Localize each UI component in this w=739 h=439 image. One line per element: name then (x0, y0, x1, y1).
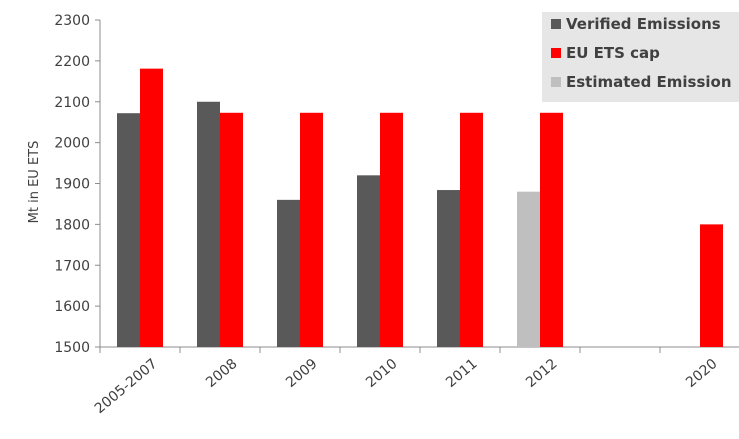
x-tick-label: 2009 (283, 356, 321, 391)
bar (437, 190, 460, 347)
y-tick-label: 1900 (54, 177, 90, 193)
x-tick-label: 2020 (683, 356, 721, 391)
y-axis-title: Mt in EU ETS (27, 141, 42, 224)
x-tick-label: 2008 (203, 356, 241, 391)
y-tick-label: 2100 (54, 95, 90, 111)
bars (117, 68, 723, 348)
bar (380, 112, 403, 347)
legend-swatch (551, 48, 561, 58)
x-tick-label: 2012 (523, 356, 561, 391)
legend-label: Verified Emissions (566, 15, 721, 33)
bar (197, 101, 220, 347)
legend-swatch (551, 77, 561, 87)
bar (517, 191, 540, 347)
x-tick-label: 2011 (443, 356, 481, 391)
y-tick-label: 2000 (54, 136, 90, 152)
bar (700, 224, 723, 347)
x-tick-label: 2005-2007 (92, 356, 161, 417)
bar (140, 68, 163, 348)
legend-swatch (551, 19, 561, 29)
bar (117, 113, 140, 347)
x-tick-label: 2010 (363, 356, 401, 391)
bar (300, 112, 323, 347)
bar (357, 175, 380, 347)
bar (540, 112, 563, 347)
legend-label: Estimated Emission (566, 73, 732, 91)
y-tick-label: 2200 (54, 54, 90, 70)
bar (220, 112, 243, 347)
legend-label: EU ETS cap (566, 44, 660, 62)
bar (277, 199, 300, 347)
y-tick-label: 1500 (54, 340, 90, 356)
legend: Verified Emissions EU ETS cap Estimated Em… (542, 12, 739, 102)
y-tick-label: 2300 (54, 13, 90, 29)
y-tick-label: 1800 (54, 217, 90, 233)
legend-box (542, 12, 739, 102)
y-tick-label: 1600 (54, 299, 90, 315)
y-tick-label: 1700 (54, 258, 90, 274)
bar (460, 112, 483, 347)
